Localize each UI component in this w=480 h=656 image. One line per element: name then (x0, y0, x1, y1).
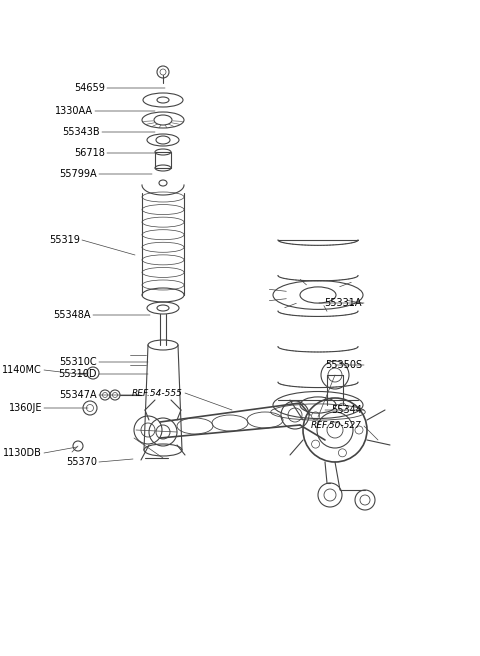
Text: REF.54-555: REF.54-555 (132, 388, 183, 398)
Text: 55370: 55370 (66, 457, 97, 467)
Text: 55344: 55344 (331, 405, 362, 415)
Text: 55310D: 55310D (59, 369, 97, 379)
Text: 55331A: 55331A (324, 298, 362, 308)
Text: 56718: 56718 (74, 148, 105, 158)
Text: 55343B: 55343B (62, 127, 100, 137)
Text: 55347A: 55347A (60, 390, 97, 400)
Text: 55350S: 55350S (325, 360, 362, 370)
Text: 1130DB: 1130DB (3, 448, 42, 458)
Bar (155, 152, 171, 168)
Text: 54659: 54659 (74, 83, 105, 93)
Text: 1330AA: 1330AA (55, 106, 93, 116)
Text: 55799A: 55799A (60, 169, 97, 179)
Text: 1360JE: 1360JE (9, 403, 42, 413)
Text: 55310C: 55310C (60, 357, 97, 367)
Text: 55319: 55319 (49, 235, 80, 245)
Text: REF.50-527: REF.50-527 (311, 422, 362, 430)
Text: 1140MC: 1140MC (2, 365, 42, 375)
Text: 55348A: 55348A (53, 310, 91, 320)
